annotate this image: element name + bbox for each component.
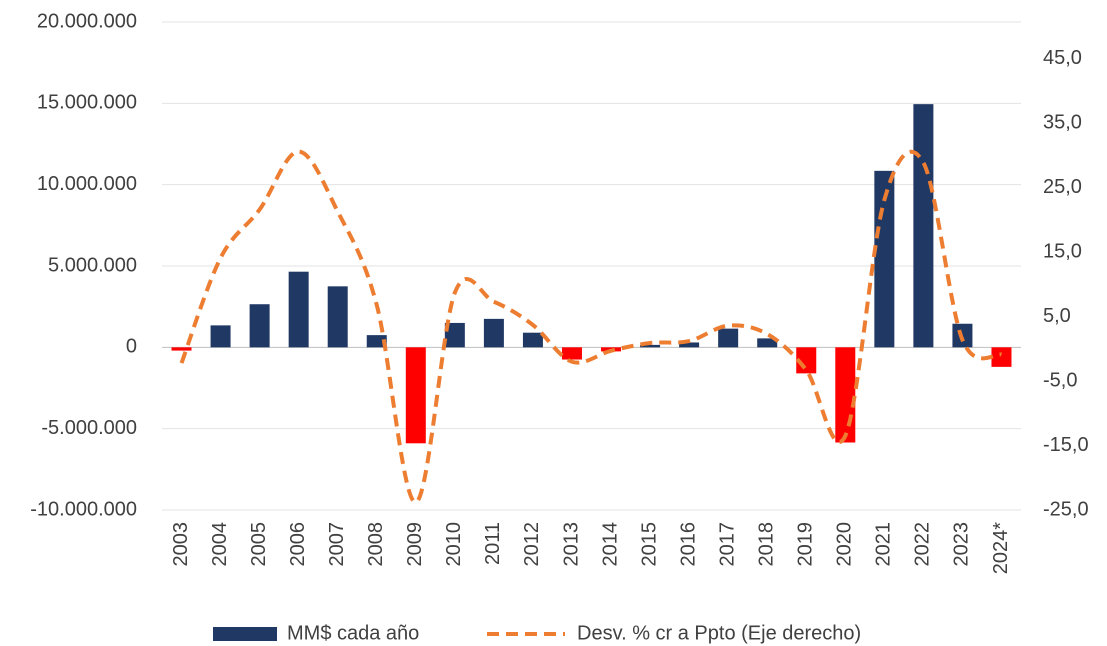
y-tick-label: 20.000.000: [37, 10, 137, 32]
x-tick-label: 2007: [326, 522, 348, 567]
bar: [444, 322, 465, 348]
x-tick-label: 2017: [716, 522, 738, 567]
bar: [679, 342, 700, 348]
bar: [249, 304, 270, 348]
y-tick-label: 10.000.000: [37, 173, 137, 195]
legend-label: MM$ cada año: [287, 622, 419, 644]
legend-label: Desv. % cr a Ppto (Eje derecho): [577, 622, 861, 644]
x-tick-label: 2014: [599, 522, 621, 567]
bar: [640, 344, 661, 348]
x-tick-label: 2008: [365, 522, 387, 567]
bar: [483, 318, 504, 348]
x-tick-label: 2004: [209, 522, 231, 567]
x-tick-label: 2009: [404, 522, 426, 567]
bar: [561, 347, 582, 360]
y-tick-label: -10.000.000: [30, 498, 137, 520]
x-tick-label: 2006: [287, 522, 309, 567]
y2-tick-label: 5,0: [1043, 305, 1071, 327]
x-tick-label: 2019: [795, 522, 817, 567]
x-tick-label: 2024*: [990, 522, 1012, 574]
legend-swatch: [213, 627, 277, 641]
y2-tick-label: -5,0: [1043, 369, 1077, 391]
y-tick-label: -5.000.000: [41, 417, 137, 439]
x-tick-label: 2015: [638, 522, 660, 567]
bar: [522, 332, 543, 348]
y-tick-label: 0: [126, 336, 137, 358]
bar: [210, 325, 231, 348]
bar: [835, 347, 856, 443]
x-tick-label: 2011: [482, 522, 504, 565]
y2-tick-label: 25,0: [1043, 176, 1082, 198]
y-tick-label: 5.000.000: [48, 254, 137, 276]
y2-tick-label: -15,0: [1043, 434, 1089, 456]
bar: [757, 338, 778, 348]
x-tick-label: 2013: [560, 522, 582, 567]
x-tick-label: 2018: [755, 522, 777, 567]
y2-tick-label: -25,0: [1043, 498, 1089, 520]
x-tick-label: 2010: [443, 522, 465, 567]
x-tick-label: 2023: [951, 522, 973, 567]
bar: [288, 271, 309, 348]
bar: [366, 335, 387, 348]
x-tick-label: 2005: [248, 522, 270, 567]
x-tick-label: 2003: [170, 522, 192, 567]
line: [179, 149, 1003, 505]
bar: [327, 286, 348, 348]
x-tick-label: 2016: [677, 522, 699, 567]
bar: [405, 347, 426, 444]
x-tick-label: 2020: [834, 522, 856, 567]
bar: [913, 104, 934, 348]
x-tick-label: 2012: [521, 522, 543, 567]
x-tick-label: 2022: [912, 522, 934, 567]
bar: [171, 347, 192, 351]
x-tick-label: 2021: [873, 522, 895, 567]
y2-tick-label: 45,0: [1043, 47, 1082, 69]
y-tick-label: 15.000.000: [37, 92, 137, 114]
bar: [991, 347, 1012, 367]
bar: [718, 328, 739, 348]
y2-tick-label: 15,0: [1043, 240, 1082, 262]
y2-tick-label: 35,0: [1043, 111, 1082, 133]
